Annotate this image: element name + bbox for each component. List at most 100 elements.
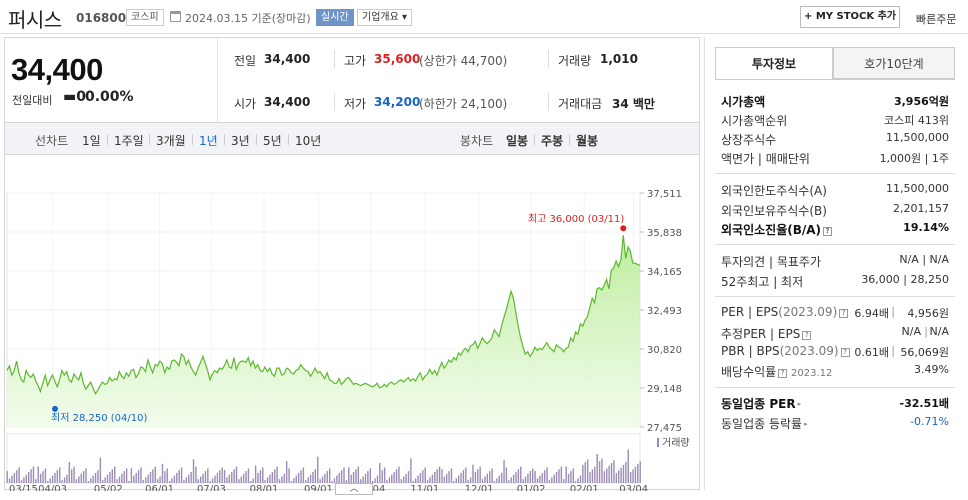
volume-bar	[68, 462, 71, 483]
divider	[334, 93, 335, 111]
volume-bar	[517, 469, 520, 483]
caret-right-icon[interactable]: ▸	[797, 400, 802, 408]
eps-value: 4,956원	[907, 307, 949, 320]
dividend-year: 2023.12	[791, 368, 833, 379]
volume-bar	[149, 472, 152, 483]
help-icon[interactable]: ?	[839, 309, 849, 318]
realtime-button[interactable]: 실시간	[316, 9, 354, 26]
tab-invest-info[interactable]: 투자정보	[715, 47, 833, 79]
change-percent: 0.00%	[85, 89, 134, 105]
volume-bar	[23, 477, 25, 483]
volume-bar	[262, 467, 264, 483]
volume-bar	[238, 479, 240, 483]
volume-bar	[102, 480, 104, 483]
invest-info-panel: 투자정보 호가10단계 시가총액 3,956억원 시가총액순위 코스피 413위…	[704, 37, 964, 490]
volume-bar	[20, 480, 23, 483]
volume-bar	[364, 473, 367, 483]
dividend-value: 3.49%	[914, 363, 949, 376]
volume-bar	[436, 469, 438, 483]
sector-change-label: 동일업종 등락률 ▸	[721, 415, 808, 432]
volume-bar	[417, 475, 419, 483]
price-chart[interactable]: 37,511 35,838 34,165 32,493 30,820 29,148 27,4…	[5, 156, 699, 491]
volume-bar	[226, 477, 228, 483]
volume-bar	[42, 471, 44, 483]
volume-bar	[395, 469, 398, 483]
volume-bar	[591, 469, 594, 483]
volume-bar	[190, 472, 192, 483]
volume-bar	[118, 476, 121, 483]
tab-1w[interactable]: 1주일	[114, 134, 144, 148]
y-tick-label: 34,165	[647, 267, 682, 278]
help-icon[interactable]: ?	[823, 227, 833, 236]
volume-bar	[78, 476, 80, 483]
volume-bar	[90, 478, 92, 483]
volume-bar	[467, 480, 469, 483]
volume-bar	[113, 466, 116, 483]
caret-right-icon[interactable]: ▸	[804, 420, 808, 428]
help-icon[interactable]: ?	[778, 369, 788, 378]
volume-bar	[357, 466, 360, 483]
volume-bar	[625, 462, 627, 483]
foreign-ratio-row: 외국인소진율(B/A)? 19.14%	[721, 221, 949, 239]
prev-close-label: 전일	[234, 54, 257, 68]
divider	[715, 387, 955, 388]
change-value: ▬0	[63, 89, 86, 105]
volume-bar	[613, 460, 615, 483]
add-mystock-button[interactable]: + MY STOCK 추가	[800, 6, 900, 28]
line-chart-label: 선차트	[35, 134, 69, 148]
prev-close-value: 34,400	[264, 52, 311, 66]
tab-weekly-candle[interactable]: 주봉	[541, 134, 564, 148]
volume-bar	[130, 468, 133, 483]
volume-bar	[610, 463, 613, 483]
volume-bar	[147, 474, 149, 483]
tab-10y[interactable]: 10년	[295, 134, 322, 148]
volume-bar	[32, 466, 35, 483]
volume-bar	[379, 462, 381, 483]
tab-monthly-candle[interactable]: 월봉	[576, 134, 599, 148]
volume-bar	[618, 470, 620, 483]
tab-3m[interactable]: 3개월	[156, 134, 186, 148]
volume-bar	[460, 472, 462, 483]
upper-limit: (상한가 44,700)	[419, 54, 508, 68]
help-icon[interactable]: ?	[802, 331, 812, 340]
tab-5y[interactable]: 5년	[263, 134, 282, 148]
volume-bar	[94, 472, 97, 483]
stock-header: 퍼시스 016800 코스피 2024.03.15 기준(장마감) 실시간 기업…	[0, 0, 968, 34]
volume-bar	[276, 466, 278, 483]
quick-order-link[interactable]: 빠른주문	[916, 13, 957, 26]
volume-bar	[183, 480, 185, 483]
x-tick-label: 09/01	[304, 484, 333, 491]
divider	[256, 134, 257, 145]
tab-1y[interactable]: 1년	[199, 134, 218, 148]
divider: |	[891, 344, 895, 357]
tab-3y[interactable]: 3년	[231, 134, 250, 148]
volume-bar	[536, 478, 539, 483]
volume-bar	[223, 470, 226, 483]
volume-bar	[80, 473, 82, 483]
volume-bar	[269, 474, 271, 483]
volume-bar	[582, 464, 584, 483]
volume-bar	[135, 472, 137, 483]
company-overview-dropdown[interactable]: 기업개요 ▾	[357, 9, 412, 26]
tab-daily-candle[interactable]: 일봉	[506, 134, 529, 148]
high-value: 35,600	[374, 52, 421, 66]
volume-bar	[211, 478, 214, 483]
volume-bar	[348, 467, 350, 483]
volume-bar	[336, 475, 338, 483]
tab-order-book[interactable]: 호가10단계	[833, 47, 955, 79]
per-label-text: PER | EPS	[721, 305, 779, 319]
divider	[548, 93, 549, 111]
volume-bar	[302, 467, 305, 483]
tab-1d[interactable]: 1일	[82, 134, 101, 148]
volume-bar	[584, 462, 586, 483]
foreign-hold-label: 외국인보유주식수(B)	[721, 204, 827, 218]
divider	[548, 50, 549, 68]
volume-bar	[620, 467, 622, 483]
help-icon[interactable]: ?	[840, 348, 850, 357]
volume-bar	[214, 475, 216, 483]
collapse-chart-button[interactable]: ︿	[335, 483, 373, 495]
volume-bar	[512, 474, 515, 483]
volume-bar	[403, 476, 405, 483]
volume-bar	[152, 469, 154, 483]
calendar-icon	[170, 11, 181, 22]
